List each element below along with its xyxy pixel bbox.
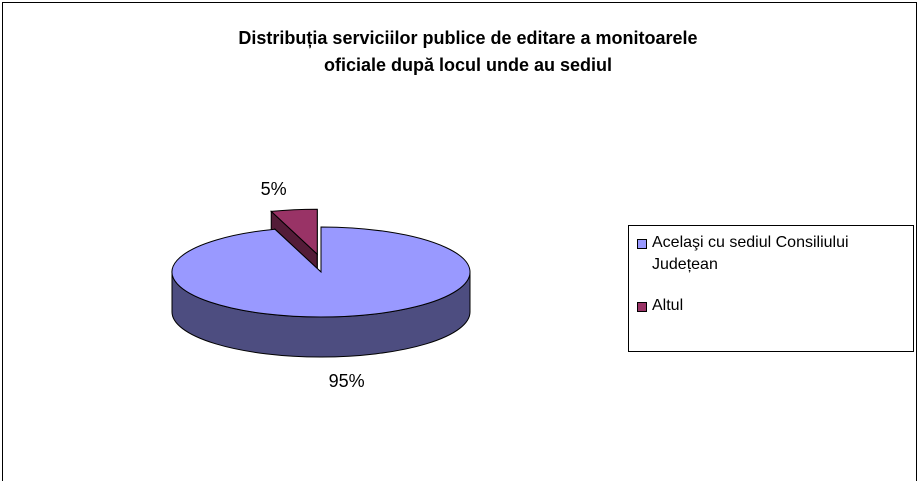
chart-title: Distribuția serviciilor publice de edita… (238, 28, 697, 48)
legend: Acelaşi cu sediul Consiliului Județean Al… (628, 225, 914, 352)
legend-swatch (637, 302, 647, 312)
legend-item: Altul (637, 295, 909, 317)
legend-item: Acelaşi cu sediul Consiliului Județean (637, 232, 909, 276)
legend-label: Acelaşi cu sediul Consiliului Județean (652, 234, 849, 273)
value-label: 95% (329, 371, 365, 391)
slice (171, 226, 471, 318)
legend-swatch (637, 239, 647, 249)
legend-label: Altul (652, 297, 684, 314)
slice (270, 208, 318, 256)
value-label: 5% (261, 179, 287, 199)
chart-title: oficiale după locul unde au sediul (324, 55, 612, 75)
